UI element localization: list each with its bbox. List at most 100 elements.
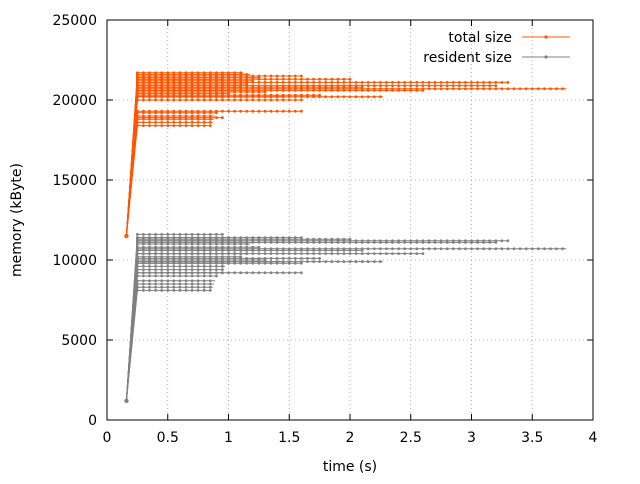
y-tick-label: 10000 — [52, 253, 97, 269]
data-point — [433, 81, 437, 84]
data-point — [391, 247, 394, 251]
data-point — [427, 84, 431, 87]
data-point — [142, 98, 145, 102]
data-point — [312, 257, 315, 260]
data-point — [208, 252, 212, 256]
data-point — [202, 239, 206, 243]
data-point — [318, 252, 321, 256]
data-point — [336, 95, 340, 99]
data-point — [300, 239, 303, 243]
data-point — [257, 87, 261, 91]
data-point — [190, 247, 194, 251]
data-point — [196, 252, 200, 256]
data-point — [263, 252, 267, 256]
data-point — [172, 109, 176, 113]
data-point — [348, 95, 352, 99]
data-point — [148, 289, 151, 292]
data-point — [142, 77, 145, 81]
data-point — [293, 109, 297, 113]
data-point — [160, 289, 164, 292]
data-point — [178, 252, 182, 256]
data-point — [196, 289, 200, 292]
data-point — [360, 252, 364, 256]
data-point — [160, 74, 164, 78]
data-point — [251, 87, 255, 91]
data-point — [148, 109, 151, 113]
data-point — [227, 71, 230, 75]
data-point — [148, 77, 151, 81]
data-point — [464, 87, 467, 91]
data-point — [202, 289, 206, 292]
data-point — [160, 282, 164, 286]
data-point — [300, 81, 303, 84]
data-point — [196, 84, 200, 87]
data-point — [172, 74, 176, 78]
data-point — [330, 77, 334, 81]
data-point — [178, 285, 182, 289]
data-point — [506, 239, 510, 243]
data-point — [227, 109, 230, 113]
data-point — [154, 252, 158, 256]
data-point — [360, 84, 364, 87]
data-point — [360, 81, 364, 84]
data-point — [318, 257, 321, 260]
data-point — [281, 271, 285, 275]
data-point — [190, 109, 194, 113]
data-point — [160, 271, 164, 275]
series-line — [125, 78, 350, 237]
data-point — [202, 247, 206, 251]
data-point — [257, 98, 261, 102]
y-axis-label: memory (kByte) — [9, 163, 25, 277]
data-point — [202, 268, 206, 271]
data-point — [275, 74, 279, 78]
data-point — [488, 239, 492, 243]
data-point — [245, 239, 249, 243]
data-point — [142, 239, 145, 243]
data-point — [287, 95, 291, 99]
data-point — [160, 260, 164, 263]
series-line — [125, 275, 217, 401]
data-point — [318, 260, 321, 263]
data-point — [512, 87, 516, 91]
data-point — [172, 81, 176, 84]
data-point — [488, 87, 492, 91]
data-point — [142, 121, 145, 124]
data-point — [251, 257, 255, 260]
data-point — [148, 84, 151, 87]
data-point — [518, 247, 522, 251]
data-point — [263, 239, 267, 243]
data-point — [184, 71, 188, 75]
data-point — [457, 239, 461, 243]
data-point — [148, 74, 151, 78]
data-point — [433, 84, 437, 87]
data-point — [221, 271, 224, 275]
data-point — [324, 247, 328, 251]
data-point — [184, 239, 188, 243]
data-point — [148, 285, 151, 289]
data-point — [184, 285, 188, 289]
data-point — [245, 247, 249, 251]
data-point — [196, 116, 200, 119]
data-point — [166, 233, 170, 236]
data-point — [202, 81, 206, 84]
data-point — [178, 271, 182, 275]
data-point — [239, 95, 243, 99]
data-point — [500, 87, 504, 91]
data-point — [451, 87, 455, 91]
data-point — [293, 81, 297, 84]
data-point — [269, 239, 273, 243]
data-point — [451, 247, 455, 251]
data-point — [160, 81, 164, 84]
data-point — [215, 95, 218, 99]
data-point — [354, 81, 358, 84]
data-point — [178, 279, 182, 283]
data-point — [287, 87, 291, 91]
data-point — [403, 87, 407, 91]
data-point — [184, 74, 188, 78]
data-point — [403, 247, 407, 251]
data-point — [427, 81, 431, 84]
data-point — [427, 239, 431, 243]
x-tick-label: 3.5 — [521, 430, 543, 446]
data-point — [251, 271, 255, 275]
